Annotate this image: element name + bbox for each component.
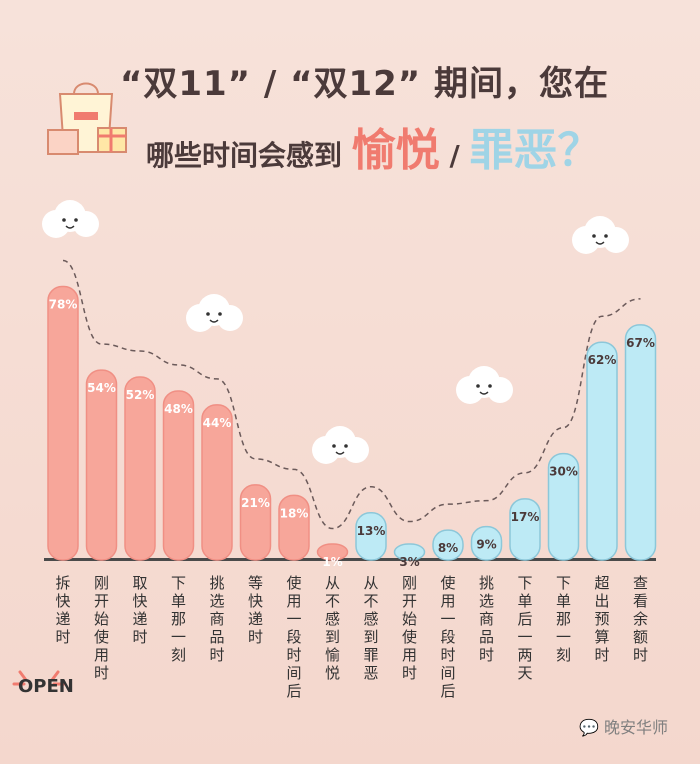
category-label-11: 使用一段时间后	[440, 574, 456, 700]
category-label-14: 下单那一刻	[555, 574, 571, 664]
bar-6	[239, 484, 272, 561]
bar-value-label-14: 30%	[549, 465, 578, 479]
bar-value-label-1: 78%	[49, 298, 78, 312]
category-label-2: 刚开始使用时	[93, 574, 109, 682]
title-line-2: 哪些时间会感到 愉悦 / 罪恶？	[146, 114, 602, 178]
category-label-15: 超出预算时	[594, 574, 610, 664]
wechat-icon: 💬	[578, 718, 599, 737]
bar-11	[432, 529, 464, 561]
bar-9	[355, 512, 387, 561]
bar-value-label-10: 3%	[399, 555, 419, 569]
bar-value-label-15: 62%	[588, 353, 617, 367]
category-label-16: 查看余额时	[632, 574, 648, 664]
cloud-face-icon	[456, 366, 513, 404]
chart-baseline	[44, 558, 656, 561]
title-line-1: “双11” / “双12” 期间，您在	[120, 64, 609, 104]
title-negative-word: 罪恶？	[469, 125, 602, 176]
open-sparkle-icon	[12, 670, 66, 686]
bar-value-label-4: 48%	[164, 402, 193, 416]
category-label-5: 挑选商品时	[209, 574, 225, 664]
cloud-face-icon	[572, 216, 629, 254]
title-positive-word: 愉悦	[351, 125, 440, 176]
bar-value-label-9: 13%	[357, 524, 386, 538]
category-label-4: 下单那一刻	[170, 574, 186, 664]
bar-10	[393, 543, 426, 561]
bar-value-label-3: 52%	[126, 388, 155, 402]
bar-13	[509, 498, 541, 561]
shopping-bag-icon	[47, 82, 127, 155]
category-label-7: 使用一段时间后	[286, 574, 302, 700]
bar-7	[278, 494, 310, 561]
bar-value-label-7: 18%	[280, 506, 309, 520]
bar-value-label-8: 1%	[322, 555, 342, 569]
category-label-6: 等快递时	[247, 574, 263, 646]
category-label-8: 从不感到愉悦	[324, 574, 340, 682]
bar-value-label-6: 21%	[241, 496, 270, 510]
bar-value-label-12: 9%	[476, 538, 496, 552]
trend-dashed-line	[62, 259, 641, 530]
cloud-face-icon	[186, 294, 243, 332]
title-line-2-prefix: 哪些时间会感到	[146, 139, 343, 172]
bar-12	[470, 525, 503, 561]
cloud-face-icon	[42, 200, 99, 238]
cloud-face-icon	[312, 426, 369, 464]
bar-value-label-5: 44%	[203, 416, 232, 430]
bar-value-label-11: 8%	[438, 541, 458, 555]
bar-value-label-16: 67%	[626, 336, 655, 350]
category-label-13: 下单后一两天	[517, 574, 533, 682]
bar-8	[316, 543, 349, 561]
bar-4	[162, 390, 195, 561]
bar-1	[47, 285, 79, 561]
bar-15	[586, 341, 618, 561]
category-label-9: 从不感到罪恶	[363, 574, 379, 682]
watermark: 💬 晚安华师	[579, 714, 668, 738]
category-label-12: 挑选商品时	[478, 574, 494, 664]
category-label-1: 拆快递时	[55, 574, 71, 646]
bar-5	[201, 404, 233, 561]
title-separator: /	[449, 139, 460, 172]
bar-16	[624, 324, 657, 561]
bar-2	[85, 369, 118, 561]
bar-14	[547, 452, 580, 561]
bar-3	[124, 376, 156, 561]
bar-value-label-2: 54%	[87, 381, 116, 395]
bar-value-label-13: 17%	[511, 510, 540, 524]
watermark-text: 晚安华师	[603, 718, 668, 737]
category-label-3: 取快递时	[132, 574, 148, 646]
category-label-10: 刚开始使用时	[401, 574, 417, 682]
open-label: OPEN	[18, 676, 74, 697]
